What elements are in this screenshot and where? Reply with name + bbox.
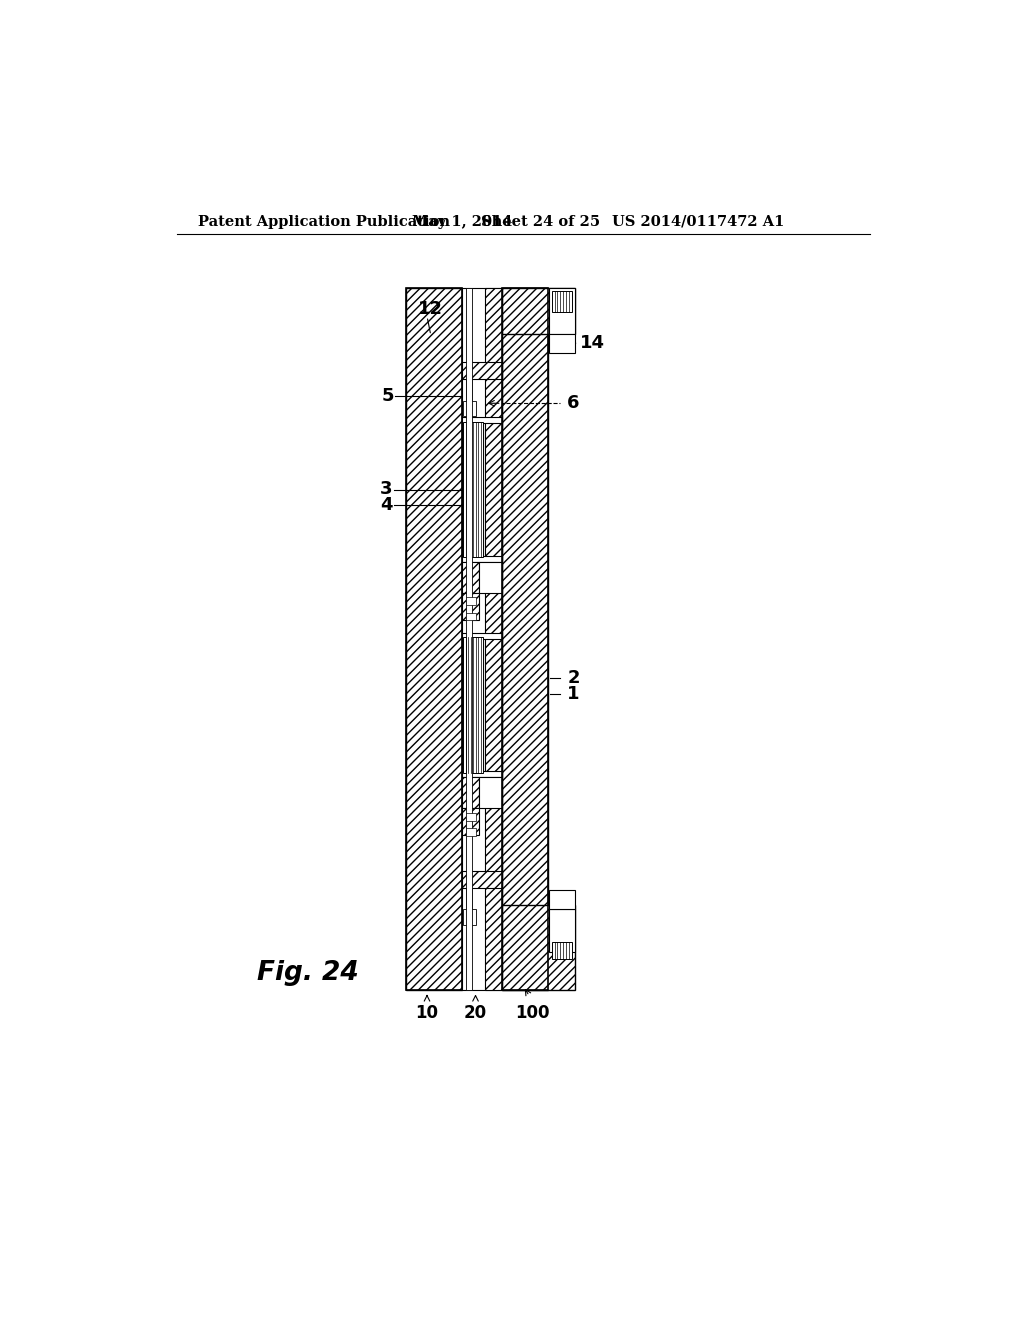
Text: 6: 6 (567, 395, 580, 412)
Bar (462, 420, 484, 558)
Bar (549, 909, 574, 952)
Bar (552, 942, 571, 960)
Bar (462, 417, 502, 424)
Bar (466, 813, 475, 821)
Bar (407, 288, 462, 990)
Text: 5: 5 (381, 387, 394, 404)
Text: 10: 10 (416, 1003, 438, 1022)
Bar (484, 420, 502, 558)
Bar (462, 556, 502, 562)
Bar (462, 632, 502, 639)
Bar (484, 636, 502, 775)
Bar (478, 562, 502, 593)
Bar (463, 422, 483, 557)
Bar (407, 288, 462, 990)
Bar (502, 288, 548, 990)
Bar (462, 288, 502, 990)
Bar (462, 562, 478, 593)
Bar (466, 288, 472, 990)
Bar (549, 334, 574, 354)
Text: US 2014/0117472 A1: US 2014/0117472 A1 (611, 215, 784, 228)
Text: 14: 14 (580, 334, 604, 352)
Text: 1: 1 (567, 685, 580, 702)
Text: 3: 3 (380, 480, 392, 499)
Text: Sheet 24 of 25: Sheet 24 of 25 (481, 215, 600, 228)
Bar (484, 288, 502, 990)
Bar (466, 829, 475, 836)
Bar (462, 363, 502, 379)
Bar (478, 777, 502, 808)
Text: May 1, 2014: May 1, 2014 (412, 215, 512, 228)
Bar (502, 288, 574, 334)
Bar (462, 771, 502, 777)
Bar (466, 379, 472, 401)
Bar (462, 871, 502, 887)
Text: Patent Application Publication: Patent Application Publication (199, 215, 451, 228)
Bar (463, 638, 483, 774)
Bar (502, 906, 574, 990)
Bar (466, 597, 475, 605)
Text: 20: 20 (464, 1003, 487, 1022)
Bar (462, 593, 478, 619)
Bar (502, 288, 548, 990)
Bar (549, 288, 574, 334)
Bar (463, 909, 475, 924)
Bar (462, 777, 478, 808)
Bar (462, 636, 484, 775)
Text: 2: 2 (567, 669, 580, 688)
Bar (549, 890, 574, 909)
Text: 12: 12 (418, 300, 442, 318)
Bar (552, 290, 571, 313)
Text: 4: 4 (380, 496, 392, 513)
Bar (466, 887, 472, 909)
Bar (466, 612, 475, 620)
Text: 100: 100 (515, 1003, 550, 1022)
Text: Fig. 24: Fig. 24 (257, 960, 358, 986)
Bar (463, 401, 475, 416)
Bar (462, 808, 478, 836)
